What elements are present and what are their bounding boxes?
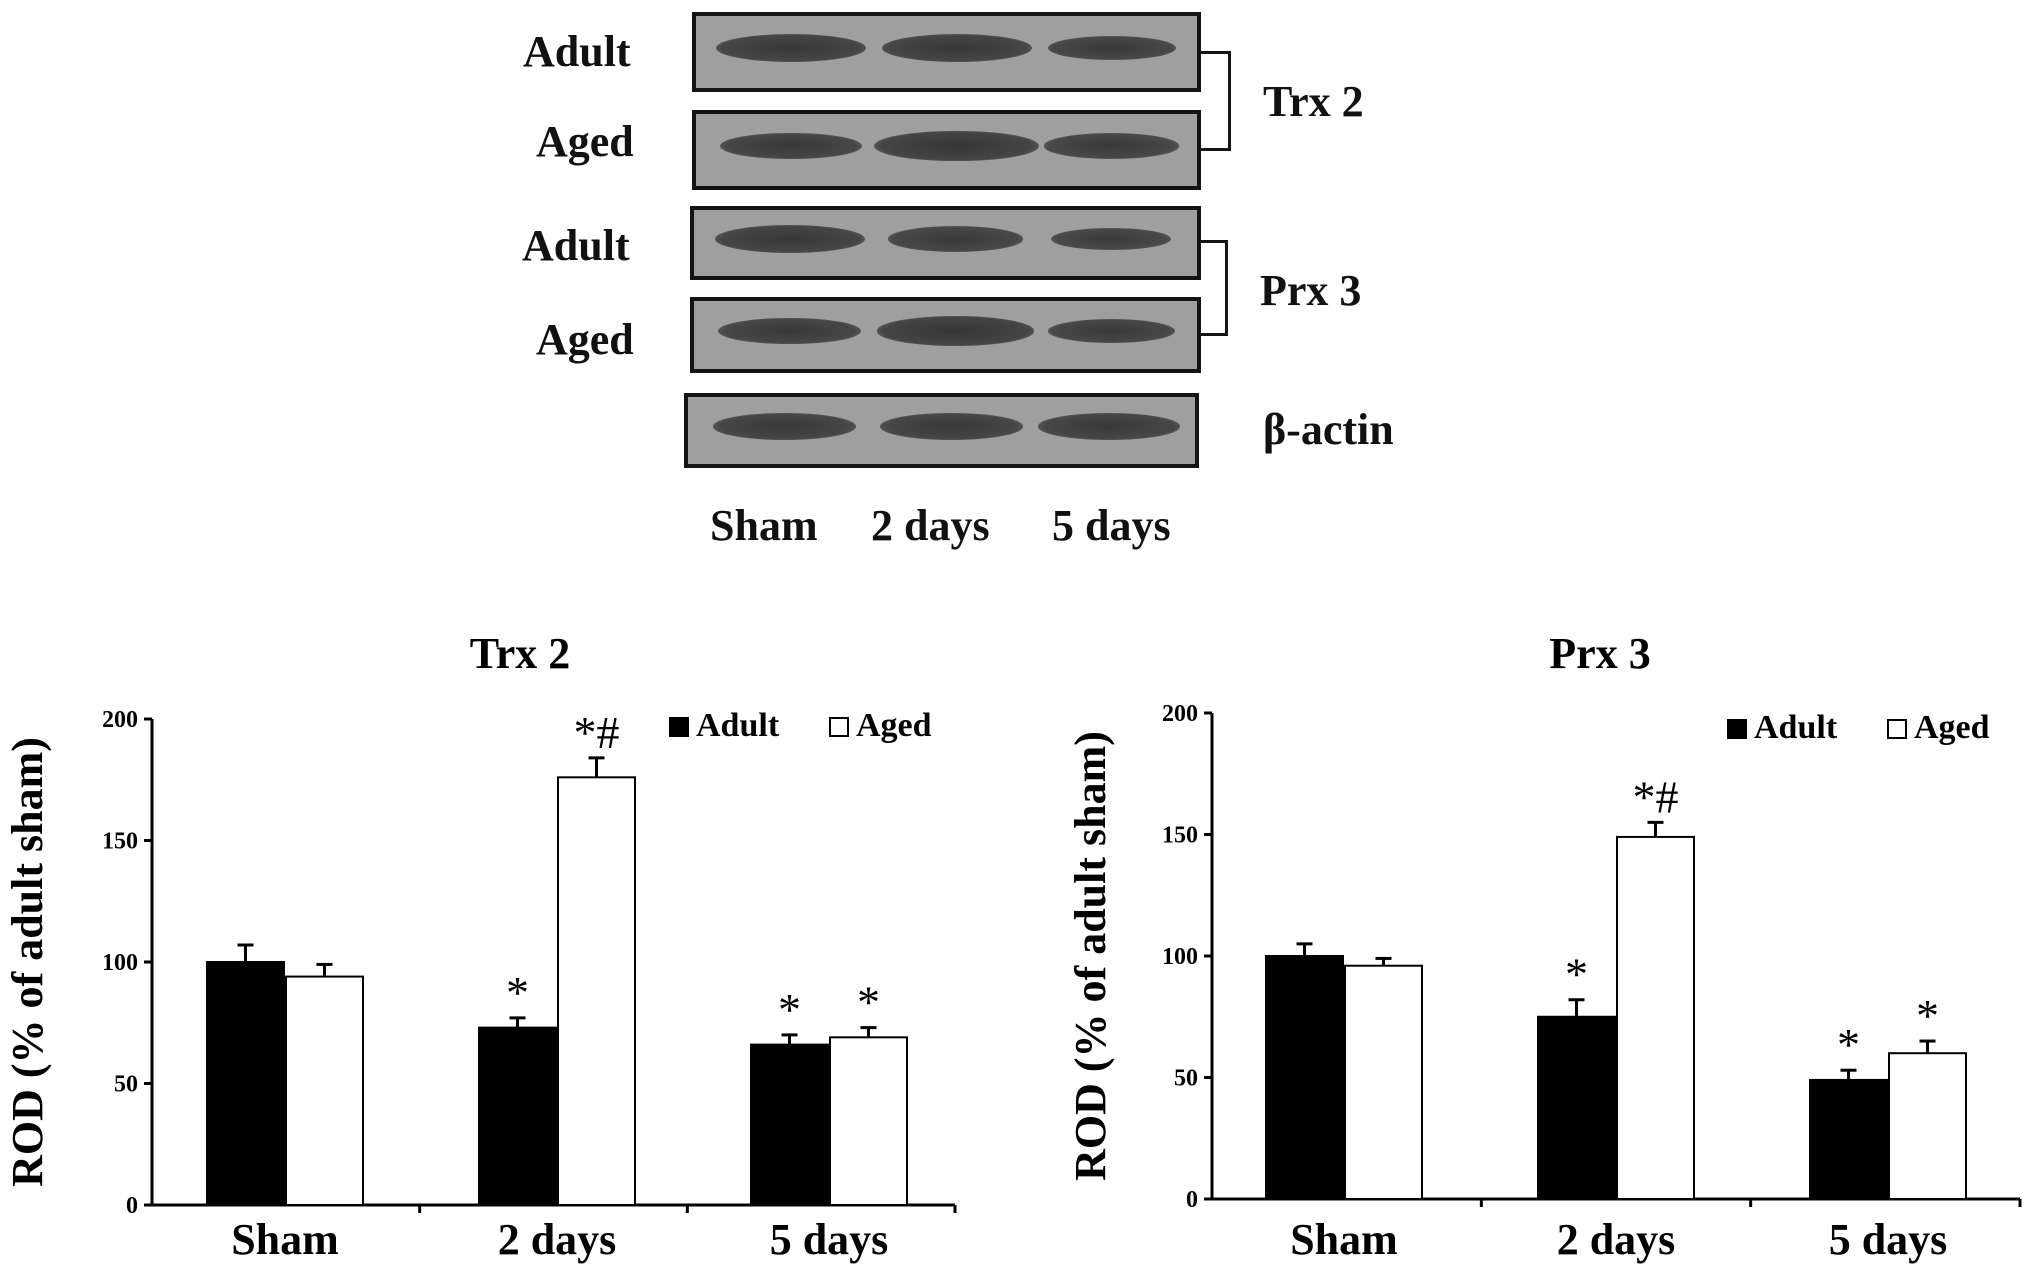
y-axis-label: ROD (% of adult sham) <box>1066 731 1115 1181</box>
blot-band <box>719 132 863 160</box>
bar-aged <box>1888 1052 1967 1200</box>
y-tick-label: 50 <box>1174 1066 1198 1092</box>
x-category-label: 2 days <box>498 1215 617 1264</box>
bar-adult <box>1809 1078 1888 1201</box>
blot-band <box>716 34 867 62</box>
significance-marker: * <box>778 984 801 1035</box>
trx2-bracket <box>1201 51 1231 151</box>
lane-label: Sham <box>710 501 818 550</box>
bar-adult <box>206 961 285 1206</box>
blot-band <box>880 413 1023 440</box>
bar-adult <box>1537 1015 1616 1200</box>
significance-marker: * <box>1565 949 1588 1000</box>
blot-strip <box>690 206 1201 280</box>
blot-band <box>1047 319 1176 343</box>
chart-title: Prx 3 <box>1549 629 1650 678</box>
significance-marker: * <box>1837 1019 1860 1070</box>
y-tick-label: 150 <box>102 829 138 855</box>
blot-band <box>1048 36 1176 60</box>
legend-swatch <box>669 717 689 737</box>
prx3-bracket <box>1201 240 1228 336</box>
y-tick-label: 0 <box>1186 1187 1198 1213</box>
blot-row-label: Adult <box>523 27 631 76</box>
significance-marker: *# <box>574 707 620 758</box>
bar-adult <box>478 1026 557 1206</box>
legend-swatch <box>1727 719 1747 739</box>
trx2-group-label: Trx 2 <box>1263 77 1364 126</box>
significance-marker: * <box>1916 990 1939 1041</box>
blot-strip <box>692 110 1201 190</box>
blot-strip <box>690 297 1201 373</box>
beta-actin-label: β-actin <box>1263 405 1394 454</box>
legend-label: Aged <box>1914 709 1990 746</box>
significance-marker: * <box>506 967 529 1018</box>
y-tick-label: 200 <box>102 707 138 733</box>
chart-title: Trx 2 <box>470 629 571 678</box>
blot-band <box>888 226 1024 252</box>
blot-band <box>1037 413 1181 440</box>
y-axis-label: ROD (% of adult sham) <box>3 737 52 1187</box>
blot-band <box>881 34 1032 62</box>
blot-band <box>713 413 856 440</box>
y-tick-label: 150 <box>1162 823 1198 849</box>
legend-swatch <box>829 717 849 737</box>
y-tick-label: 0 <box>126 1193 138 1219</box>
blot-band <box>714 225 865 253</box>
lane-label: 5 days <box>1052 501 1171 550</box>
bar-aged <box>829 1036 908 1206</box>
blot-row-label: Adult <box>522 221 630 270</box>
y-tick-label: 200 <box>1162 701 1198 727</box>
bar-aged <box>285 975 364 1207</box>
x-category-label: Sham <box>1290 1215 1398 1264</box>
bar-aged <box>557 776 636 1206</box>
blot-band <box>718 317 861 345</box>
y-tick-label: 100 <box>102 950 138 976</box>
blot-band <box>1044 133 1180 159</box>
legend-swatch <box>1887 719 1907 739</box>
blot-band <box>876 316 1035 346</box>
x-category-label: Sham <box>231 1215 339 1264</box>
legend-label: Aged <box>856 707 932 744</box>
blot-band <box>1051 227 1172 251</box>
bar-aged <box>1616 835 1695 1200</box>
y-tick-label: 50 <box>114 1072 138 1098</box>
prx3-group-label: Prx 3 <box>1260 266 1362 315</box>
lane-label: 2 days <box>871 501 990 550</box>
y-tick-label: 100 <box>1162 944 1198 970</box>
blot-row-label: Aged <box>536 315 634 364</box>
legend-label: Adult <box>696 707 780 744</box>
blot-strip <box>684 393 1199 468</box>
significance-marker: * <box>857 977 880 1028</box>
blot-strip <box>692 12 1201 92</box>
x-category-label: 2 days <box>1557 1215 1676 1264</box>
blot-row-label: Aged <box>536 117 634 166</box>
x-category-label: 5 days <box>1829 1215 1948 1264</box>
bar-aged <box>1344 964 1423 1200</box>
blot-band <box>874 130 1040 162</box>
bar-adult <box>1265 955 1344 1200</box>
bar-adult <box>750 1043 829 1206</box>
legend-label: Adult <box>1754 709 1838 746</box>
significance-marker: *# <box>1633 771 1679 822</box>
x-category-label: 5 days <box>770 1215 889 1264</box>
